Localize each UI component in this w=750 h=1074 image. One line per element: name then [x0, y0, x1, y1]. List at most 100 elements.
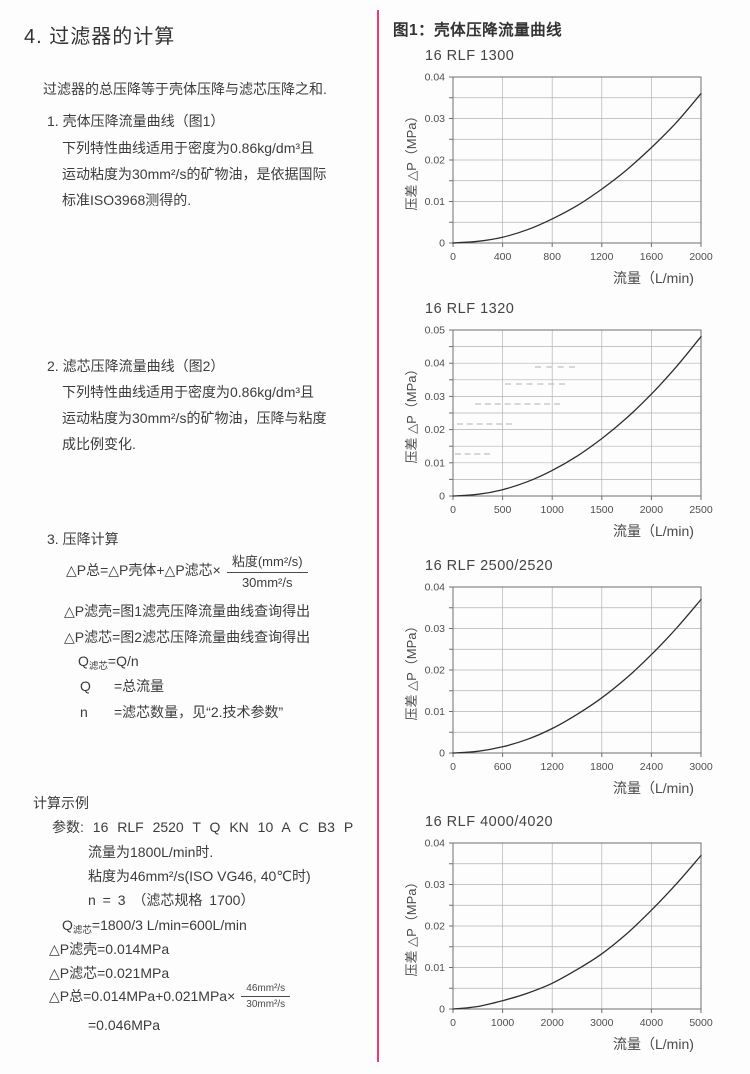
fraction-denominator: 30mm²/s — [241, 575, 293, 590]
x-axis-label: 流量（L/min) — [613, 523, 694, 539]
fraction-denominator: 30mm²/s — [246, 999, 286, 1010]
x-axis-label: 流量（L/min) — [613, 1036, 694, 1052]
example-line: n = 3 （滤芯规格 1700） — [88, 892, 255, 908]
q-def-text: =总流量 — [114, 678, 165, 694]
chart-title: 16 RLF 4000/4020 — [425, 814, 554, 830]
n-definition: n =滤芯数量，见“2.技术参数” — [80, 703, 283, 721]
section1-heading: 1. 壳体压降流量曲线（图1） — [47, 113, 225, 129]
svg-text:0: 0 — [450, 504, 456, 516]
svg-text:0.01: 0.01 — [425, 706, 446, 718]
q-element-equation: Q滤芯=Q/n — [78, 652, 139, 676]
chart-16-rlf-2500-2520: 16 RLF 2500/2520 压差 △P（MPa） 0 600 1200 1800… — [385, 558, 740, 808]
svg-text:3000: 3000 — [590, 1017, 614, 1029]
section1-line: 标准ISO3968测得的. — [62, 192, 192, 208]
section2-line: 下列特性曲线适用于密度为0.86kg/dm³且 — [62, 384, 315, 400]
q-symbol: Q — [78, 653, 89, 669]
q-equation-rest: =Q/n — [107, 653, 139, 669]
q-calc-rest: =1800/3 L/min=600L/min — [91, 917, 247, 933]
svg-text:0.01: 0.01 — [425, 457, 446, 469]
formula-fraction: 粘度(mm²/s) 30mm²/s — [226, 550, 308, 590]
chart-title: 16 RLF 2500/2520 — [425, 558, 554, 574]
svg-text:0.03: 0.03 — [425, 391, 446, 403]
q-subscript: 滤芯 — [72, 925, 92, 936]
example-dp-total: △P总=0.014MPa+0.021MPa× 46mm²/s 30mm²/s — [49, 982, 291, 1010]
plot-area: 0 400 800 1200 1600 2000 0 0.01 0.02 0.03 0.04 — [425, 72, 713, 264]
scan-artifact — [535, 366, 575, 368]
example-line: 流量为1800L/min时. — [88, 844, 214, 860]
svg-text:0.03: 0.03 — [425, 623, 446, 635]
svg-text:1200: 1200 — [541, 761, 565, 773]
svg-text:800: 800 — [543, 251, 561, 263]
q-def-symbol: Q — [80, 678, 91, 694]
scan-artifact — [475, 403, 560, 405]
formula-note-element: △P滤芯=图2滤芯压降流量曲线查询得出 — [64, 629, 311, 645]
q-definition: Q =总流量 — [80, 677, 164, 695]
svg-text:2000: 2000 — [541, 1017, 565, 1029]
svg-text:0.04: 0.04 — [425, 72, 446, 84]
svg-text:0: 0 — [439, 238, 445, 250]
svg-text:2000: 2000 — [640, 504, 664, 516]
chart-title: 16 RLF 1300 — [425, 48, 515, 64]
svg-text:0: 0 — [439, 1004, 445, 1016]
plot-area: 0 1000 2000 3000 4000 5000 0 0.01 0.02 0.03 0.04 — [425, 838, 713, 1030]
column-divider-line — [377, 10, 379, 1062]
x-axis-label: 流量（L/min) — [613, 780, 694, 796]
svg-text:0.01: 0.01 — [425, 962, 446, 974]
n-def-symbol: n — [80, 704, 88, 720]
example-result: =0.046MPa — [88, 1017, 160, 1033]
svg-text:1000: 1000 — [541, 504, 565, 516]
dp-total-fraction: 46mm²/s 30mm²/s — [241, 982, 291, 1010]
chart-16-rlf-1320: 16 RLF 1320 压差 △P（MPa） 0 500 1000 1500 2000 2… — [385, 301, 740, 551]
figure1-header: 图1：壳体压降流量曲线 — [393, 22, 563, 39]
svg-text:0.01: 0.01 — [425, 196, 446, 208]
svg-text:0.05: 0.05 — [425, 325, 446, 337]
q-symbol: Q — [62, 917, 73, 933]
chart-16-rlf-1300: 16 RLF 1300 压差 △P（MPa） 0 400 800 1200 1600 20… — [385, 48, 740, 298]
plot-area: 0 500 1000 1500 2000 2500 0 0.01 0.02 0.03 0.04 0.0… — [425, 325, 713, 517]
fraction-numerator: 46mm²/s — [241, 982, 291, 997]
formula-lhs: △P总=△P壳体+△P滤芯× — [66, 562, 221, 578]
svg-text:0: 0 — [450, 251, 456, 263]
svg-text:0.03: 0.03 — [425, 879, 446, 891]
x-axis-label: 流量（L/min) — [613, 270, 694, 286]
svg-text:5000: 5000 — [689, 1017, 713, 1029]
chart-title: 16 RLF 1320 — [425, 301, 515, 317]
section1-line: 下列特性曲线适用于密度为0.86kg/dm³且 — [62, 140, 315, 156]
svg-text:1800: 1800 — [590, 761, 614, 773]
section2-line: 运动粘度为30mm²/s的矿物油，压降与粘度 — [62, 410, 327, 426]
svg-text:0.04: 0.04 — [425, 838, 446, 850]
svg-text:2000: 2000 — [689, 251, 713, 263]
svg-text:600: 600 — [494, 761, 512, 773]
scan-artifact — [457, 423, 512, 425]
formula-note-shell: △P滤壳=图1滤壳压降流量曲线查询得出 — [64, 603, 311, 619]
scan-artifact — [455, 453, 490, 455]
example-heading: 计算示例 — [33, 795, 89, 811]
section3-heading: 3. 压降计算 — [47, 531, 119, 547]
section2-line: 成比例变化. — [62, 436, 136, 452]
dp-total-lhs: △P总=0.014MPa+0.021MPa× — [49, 988, 236, 1004]
section2-heading: 2. 滤芯压降流量曲线（图2） — [47, 358, 225, 374]
example-q-calc: Q滤芯=1800/3 L/min=600L/min — [62, 916, 247, 940]
intro-text: 过滤器的总压降等于壳体压降与滤芯压降之和. — [43, 81, 327, 97]
svg-text:0: 0 — [450, 761, 456, 773]
svg-text:0.02: 0.02 — [425, 921, 446, 933]
pressure-drop-formula: △P总=△P壳体+△P滤芯× 粘度(mm²/s) 30mm²/s — [66, 550, 308, 590]
scan-artifact — [505, 383, 565, 385]
svg-text:1600: 1600 — [640, 251, 664, 263]
svg-text:0: 0 — [450, 1017, 456, 1029]
n-def-text: =滤芯数量，见“2.技术参数” — [114, 704, 284, 720]
svg-text:0: 0 — [439, 491, 445, 503]
svg-text:0.02: 0.02 — [425, 155, 446, 167]
example-params: 参数: 16 RLF 2520 T Q KN 10 A C B3 P — [52, 819, 354, 835]
svg-text:0.03: 0.03 — [425, 113, 446, 125]
svg-text:1500: 1500 — [590, 504, 614, 516]
example-line: 粘度为46mm²/s(ISO VG46, 40℃时) — [88, 868, 311, 884]
page-title: 4. 过滤器的计算 — [24, 26, 176, 48]
svg-text:500: 500 — [494, 504, 512, 516]
svg-text:2400: 2400 — [640, 761, 664, 773]
svg-text:0.02: 0.02 — [425, 424, 446, 436]
svg-text:3000: 3000 — [689, 761, 713, 773]
q-subscript: 滤芯 — [88, 661, 108, 672]
fraction-numerator: 粘度(mm²/s) — [226, 550, 308, 573]
example-dp-shell: △P滤壳=0.014MPa — [49, 941, 170, 957]
